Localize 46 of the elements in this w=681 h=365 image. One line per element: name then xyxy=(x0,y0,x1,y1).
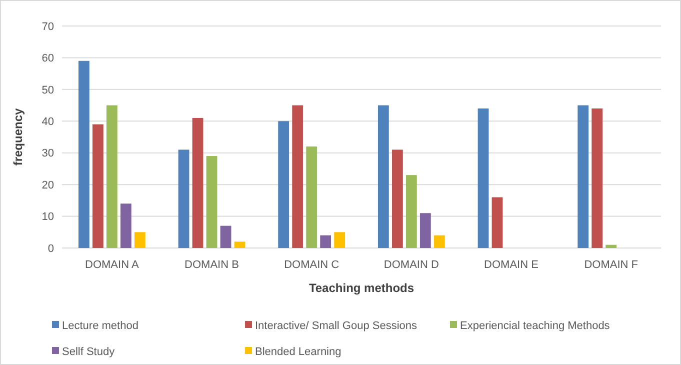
bar xyxy=(106,105,118,248)
bar xyxy=(478,108,489,248)
bar xyxy=(306,146,318,248)
bar xyxy=(178,150,190,248)
x-axis-title: Teaching methods xyxy=(308,281,414,295)
bar xyxy=(592,108,603,248)
bar xyxy=(320,235,332,248)
y-tick-label: 60 xyxy=(42,52,54,65)
bar xyxy=(392,150,403,248)
bar xyxy=(434,235,445,248)
bar xyxy=(578,105,589,248)
bar xyxy=(420,213,431,248)
bar xyxy=(378,105,389,248)
y-tick-label: 20 xyxy=(42,179,54,192)
legend-label: Experiencial teaching Methods xyxy=(460,320,610,332)
y-tick-label: 50 xyxy=(42,84,54,96)
legend-label: Lecture method xyxy=(62,320,138,332)
bar xyxy=(220,226,232,248)
x-tick-label: DOMAIN C xyxy=(284,259,340,271)
bar xyxy=(406,175,417,248)
bar xyxy=(234,242,246,248)
y-tick-label: 70 xyxy=(42,20,54,33)
bar xyxy=(206,156,218,248)
bar xyxy=(120,204,132,248)
bar xyxy=(192,118,204,248)
x-tick-label: DOMAIN D xyxy=(384,259,439,271)
bar xyxy=(606,244,617,248)
legend-label: Interactive/ Small Goup Sessions xyxy=(255,320,418,332)
legend-label: Sellf Study xyxy=(62,346,116,358)
y-axis-title: frequency xyxy=(11,108,25,166)
x-tick-label: DOMAIN E xyxy=(484,259,538,271)
bar xyxy=(492,197,503,248)
y-tick-label: 40 xyxy=(42,116,54,128)
bar xyxy=(78,60,90,248)
bar xyxy=(292,105,304,248)
bar xyxy=(92,124,104,248)
y-tick-label: 10 xyxy=(42,211,54,224)
x-tick-label: DOMAIN F xyxy=(584,259,638,271)
bar xyxy=(278,121,290,248)
y-tick-label: 0 xyxy=(48,242,54,255)
bar xyxy=(334,232,346,248)
x-tick-label: DOMAIN B xyxy=(184,259,239,271)
bar xyxy=(134,232,146,248)
legend-label: Blended Learning xyxy=(255,346,342,358)
x-tick-label: DOMAIN A xyxy=(85,259,140,271)
y-tick-label: 30 xyxy=(42,148,54,160)
